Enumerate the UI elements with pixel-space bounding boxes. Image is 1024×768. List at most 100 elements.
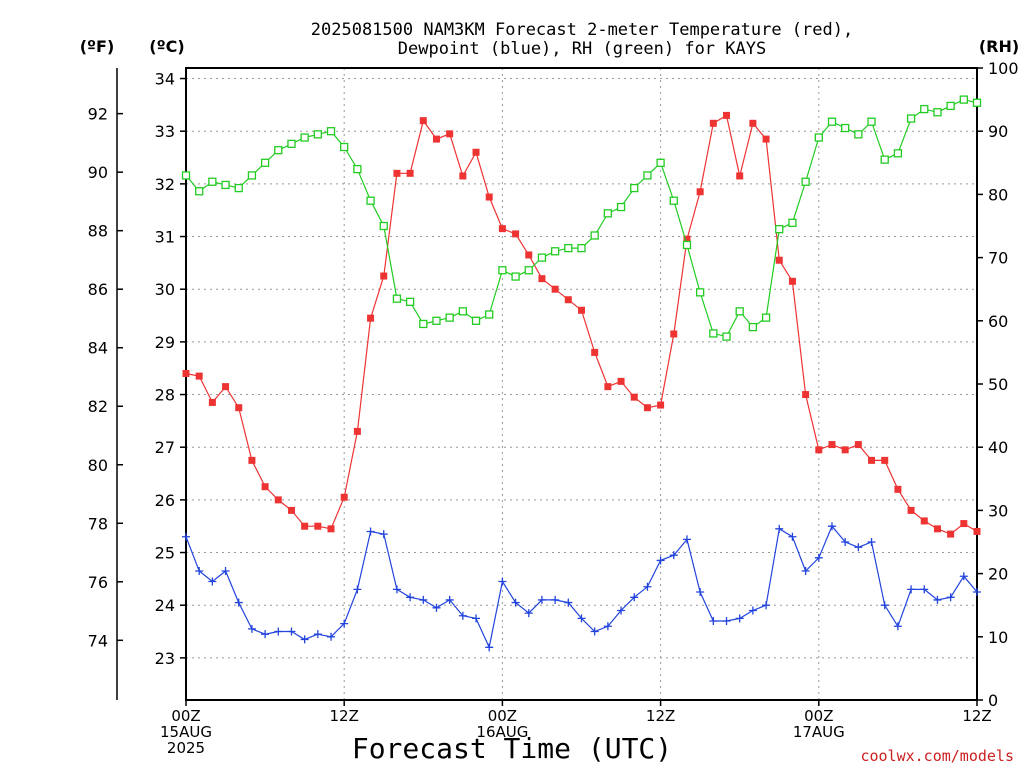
rh-point	[709, 329, 718, 338]
dewpoint-point	[801, 566, 810, 575]
rh-point	[234, 183, 243, 193]
dewpoint-point	[933, 595, 942, 604]
y-tick-label-rh: 0	[988, 691, 998, 710]
temperature-point	[208, 398, 216, 406]
rh-point	[814, 133, 823, 142]
dewpoint-point	[274, 627, 283, 636]
temperature-point	[327, 525, 335, 533]
temperature-point	[815, 446, 823, 454]
dewpoint-point	[630, 593, 639, 602]
temperature-point	[485, 193, 493, 201]
dewpoint-point	[709, 617, 718, 625]
series-layer	[181, 95, 982, 652]
temperature-point	[248, 456, 256, 464]
dewpoint-point	[195, 566, 204, 575]
y-tick-label-rh: 100	[988, 59, 1019, 78]
unit-label-fahrenheit: (ºF)	[80, 37, 115, 56]
y-tick-label-f: 86	[88, 280, 108, 299]
temperature-point	[709, 119, 717, 127]
x-tick-label: 00Z	[488, 707, 517, 725]
rh-point	[603, 209, 613, 218]
y-tick-label-c: 27	[155, 438, 175, 457]
y-tick-label-c: 34	[155, 70, 175, 89]
x-tick-label: 12Z	[646, 707, 675, 725]
rh-point	[775, 225, 784, 234]
rh-point	[946, 101, 955, 111]
rh-point	[274, 146, 283, 155]
rh-point	[867, 117, 876, 126]
dewpoint-point	[590, 627, 599, 636]
rh-point	[340, 142, 349, 152]
y-tick-label-rh: 30	[988, 501, 1008, 520]
rh-point	[761, 313, 771, 322]
dewpoint-point	[432, 603, 441, 612]
rh-point	[564, 243, 573, 253]
temperature-point	[802, 391, 810, 399]
dewpoint-point	[656, 556, 665, 565]
rh-point	[313, 130, 322, 139]
rh-point	[920, 104, 929, 114]
rh-point	[405, 297, 415, 306]
dewpoint-point	[327, 632, 336, 641]
rh-point	[353, 164, 362, 174]
dewpoint-point	[445, 595, 454, 604]
rh-point	[906, 114, 916, 123]
rh-point	[630, 183, 639, 193]
rh-point	[471, 316, 481, 325]
rh-point	[933, 108, 942, 117]
temperature-point	[578, 306, 585, 314]
rh-point	[326, 127, 336, 136]
y-tick-label-rh: 50	[988, 375, 1008, 394]
dewpoint-point	[234, 598, 243, 607]
dewpoint-point	[735, 614, 744, 623]
rh-point	[656, 158, 665, 167]
dewpoint-point	[577, 614, 586, 623]
temperature-point	[512, 230, 520, 238]
temperature-point	[406, 169, 414, 177]
dewpoint-point	[762, 601, 771, 610]
temperature-point	[736, 172, 744, 180]
dewpoint-point	[353, 585, 362, 594]
temperature-point	[894, 485, 902, 493]
y-tick-label-f: 78	[88, 514, 108, 533]
dewpoint-point	[669, 551, 678, 560]
temperature-point	[670, 330, 678, 338]
temperature-point	[459, 172, 467, 180]
rh-point	[432, 316, 441, 325]
dewpoint-point	[722, 617, 731, 625]
temperature-point	[591, 348, 599, 356]
temperature-point	[195, 372, 203, 380]
temperature-point	[261, 483, 269, 491]
temperature-point	[643, 404, 651, 412]
dewpoint-point	[537, 595, 546, 604]
dewpoint-point	[313, 630, 322, 639]
rh-point	[669, 196, 678, 205]
y-tick-label-c: 32	[155, 175, 175, 194]
dewpoint-point	[867, 538, 876, 546]
rh-point	[392, 294, 402, 303]
y-tick-label-rh: 80	[988, 185, 1008, 204]
temperature-point	[617, 377, 625, 385]
rh-point	[247, 171, 257, 180]
y-tick-label-rh: 90	[988, 122, 1008, 141]
dewpoint-point	[208, 577, 217, 586]
temperature-point	[525, 251, 533, 259]
dewpoint-point	[524, 609, 533, 618]
rh-point	[498, 266, 507, 275]
dewpoint-point	[841, 538, 850, 546]
y-tick-label-f: 82	[88, 397, 108, 416]
temperature-point	[696, 188, 704, 196]
temperature-point	[498, 225, 506, 233]
dewpoint-point	[946, 593, 955, 602]
y-tick-label-f: 92	[88, 105, 108, 124]
dewpoint-point	[564, 598, 573, 607]
dewpoint-point	[748, 606, 757, 615]
dewpoint-point	[406, 593, 415, 602]
temperature-point	[419, 117, 427, 125]
dewpoint-point	[485, 643, 494, 652]
y-tick-label-f: 76	[88, 573, 108, 592]
temperature-point	[828, 441, 836, 449]
temperature-point	[564, 296, 572, 304]
dewpoint-point	[788, 532, 797, 541]
